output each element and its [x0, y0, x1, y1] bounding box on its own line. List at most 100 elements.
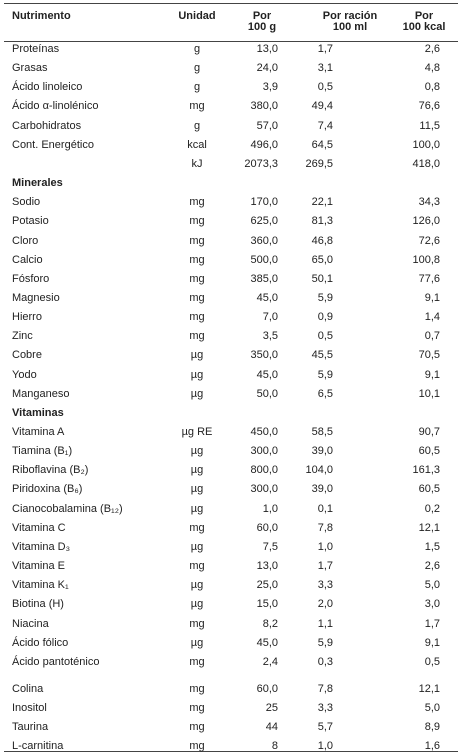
value: 418,0 — [412, 157, 440, 170]
value: 60,0 — [256, 521, 278, 534]
unit: µg — [190, 464, 204, 477]
value: 22,1 — [311, 196, 333, 209]
value: 90,7 — [418, 426, 440, 438]
value: 81,3 — [311, 215, 333, 228]
unit: mg — [189, 721, 205, 734]
nutrient-name: Vitamina D₃ — [12, 540, 71, 553]
value: 15,0 — [256, 598, 278, 611]
value: 104,0 — [305, 464, 333, 477]
value: 9,1 — [424, 636, 440, 649]
value: 70,5 — [418, 349, 440, 362]
nutrient-name: Taurina — [12, 721, 49, 734]
unit: mg — [189, 521, 205, 534]
nutrient-name: Hierro — [12, 311, 42, 324]
unit: mg — [189, 100, 205, 113]
value: 8 — [271, 740, 278, 753]
unit: mg — [189, 291, 205, 304]
value: 7,5 — [262, 540, 278, 553]
unit: mg — [189, 234, 205, 247]
unit: µg — [190, 636, 204, 649]
nutrient-name: Cianocobalamina (B₁₂) — [12, 502, 123, 515]
value: 3,3 — [317, 702, 333, 715]
nutrient-name: L-carnitina — [12, 740, 64, 753]
value: 3,0 — [424, 598, 440, 611]
section-title: Vitaminas — [12, 406, 64, 419]
header-cell: Nutrimento — [12, 10, 71, 22]
value: 3,9 — [262, 81, 278, 94]
value: 0,5 — [317, 81, 333, 94]
value: 60,0 — [256, 682, 278, 695]
value: 25,0 — [256, 579, 278, 592]
value: 0,5 — [317, 330, 333, 343]
header-cell: Unidad — [178, 10, 216, 22]
value: 2,6 — [424, 43, 440, 55]
unit: mg — [189, 215, 205, 228]
nutrient-name: Colina — [12, 682, 44, 695]
value: 5,9 — [317, 636, 333, 649]
unit: µg — [190, 540, 204, 553]
unit: g — [193, 119, 201, 132]
nutrient-name: Vitamina C — [12, 521, 66, 534]
nutrient-name: Biotina (H) — [12, 598, 64, 611]
value: 1,6 — [424, 740, 440, 753]
unit: mg — [189, 560, 205, 573]
value: 450,0 — [250, 426, 278, 438]
value: 269,5 — [305, 157, 333, 170]
value: 1,4 — [424, 311, 440, 324]
unit: mg — [189, 740, 205, 753]
value: 6,5 — [317, 387, 333, 400]
unit: g — [193, 81, 201, 94]
nutrient-name: Cont. Energético — [12, 138, 94, 151]
bottom-rule — [4, 751, 458, 752]
value: 45,5 — [311, 349, 333, 362]
value: 1,1 — [317, 617, 333, 630]
value: 13,0 — [256, 43, 278, 55]
value: 1,7 — [317, 43, 333, 55]
value: 3,5 — [262, 330, 278, 343]
value: 50,0 — [256, 387, 278, 400]
value: 4,8 — [424, 62, 440, 75]
nutrient-name: Grasas — [12, 62, 48, 75]
nutrient-name: Sodio — [12, 196, 41, 209]
value: 0,9 — [317, 311, 333, 324]
value: 126,0 — [412, 215, 440, 228]
value: 1,5 — [424, 540, 440, 553]
value: 0,8 — [424, 81, 440, 94]
value: 39,0 — [311, 483, 333, 496]
value: 11,5 — [419, 119, 440, 132]
value: 13,0 — [256, 560, 278, 573]
value: 24,0 — [256, 62, 278, 75]
value: 380,0 — [250, 100, 278, 113]
unit: µg — [190, 598, 204, 611]
value: 1,7 — [424, 617, 440, 630]
value: 45,0 — [256, 368, 278, 381]
unit: mg — [189, 330, 205, 343]
value: 1,0 — [317, 740, 333, 753]
unit: mg — [189, 311, 205, 324]
value: 0,1 — [317, 502, 333, 515]
value: 60,5 — [418, 445, 440, 458]
unit: mg — [189, 617, 205, 630]
section-title: Minerales — [12, 177, 63, 190]
nutrient-name: Magnesio — [12, 291, 60, 304]
nutrient-name: Ácido fólico — [12, 636, 69, 649]
value: 5,9 — [317, 291, 333, 304]
value: 385,0 — [250, 272, 278, 285]
nutrient-name: Proteínas — [12, 43, 60, 55]
unit: µg — [190, 502, 204, 515]
nutrient-name: Cobre — [12, 349, 42, 362]
value: 1,7 — [317, 560, 333, 573]
value: 5,0 — [424, 702, 440, 715]
header-cell: 100 g — [247, 21, 277, 33]
nutrient-name: Cloro — [12, 234, 39, 247]
nutrient-name: Yodo — [12, 368, 37, 381]
header-cell: Por — [414, 10, 434, 22]
unit: µg — [190, 349, 204, 362]
unit: µg — [190, 445, 204, 458]
value: 9,1 — [424, 291, 440, 304]
value: 65,0 — [311, 253, 333, 266]
value: 161,3 — [412, 464, 440, 477]
value: 1,0 — [317, 540, 333, 553]
value: 2,0 — [317, 598, 333, 611]
value: 0,3 — [317, 655, 333, 668]
